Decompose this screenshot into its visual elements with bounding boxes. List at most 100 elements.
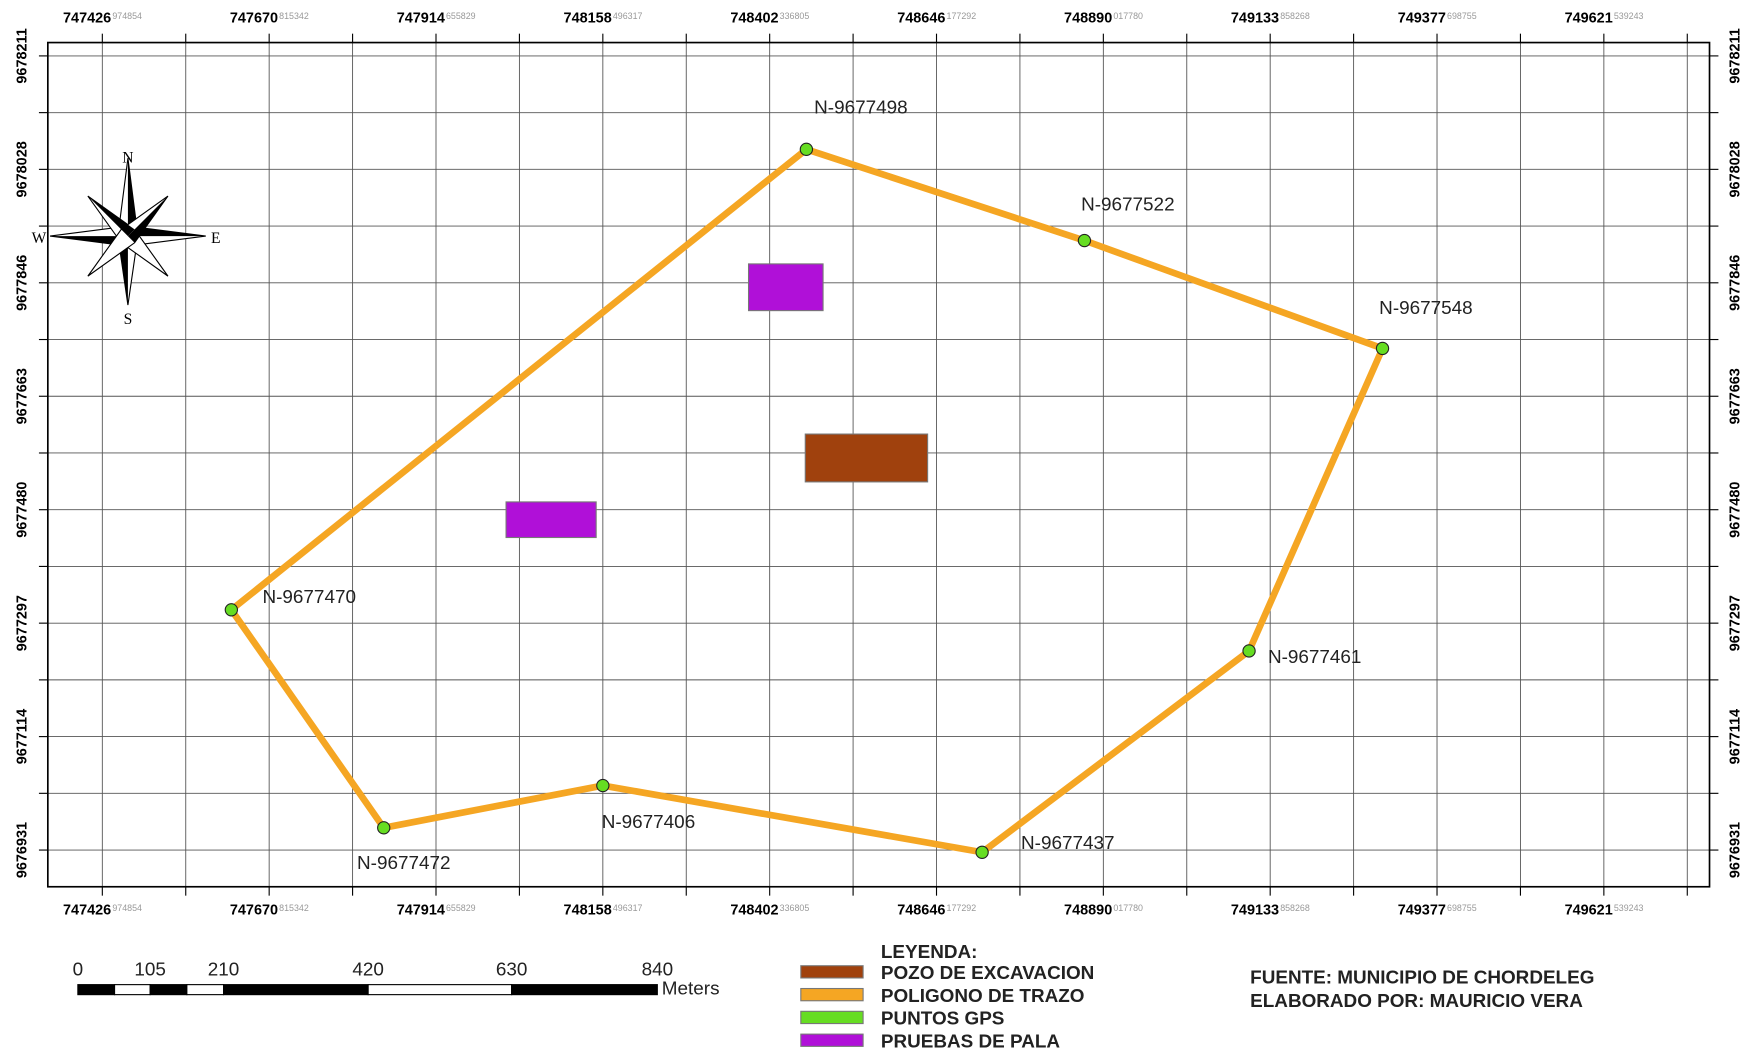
x-coordinate-decimal: 974854 [112, 11, 142, 21]
compass-label: E [211, 230, 221, 247]
scale-label: 105 [134, 960, 166, 981]
scale-label: 0 [73, 960, 84, 981]
y-coordinate-label: 9676931 [15, 822, 31, 878]
x-coordinate-decimal: 815342 [279, 903, 309, 913]
x-coordinate-decimal: 858268 [1280, 11, 1310, 21]
x-coordinate-label: 748158 [564, 903, 612, 919]
gps-point [377, 821, 391, 835]
north-arrow: N S W E [32, 150, 221, 328]
y-coordinate-label: 9677114 [15, 709, 31, 764]
x-coordinate-label: 749621 [1565, 903, 1613, 919]
x-coordinate-decimal: 698755 [1447, 11, 1477, 21]
shovel-test [505, 501, 597, 539]
y-coordinate-label: 9677480 [15, 482, 31, 538]
compass-label: S [124, 311, 133, 328]
legend-title: LEYENDA: [881, 942, 978, 963]
x-coordinate-label: 749621 [1565, 11, 1613, 27]
y-coordinate-label: 9676931 [1728, 822, 1744, 878]
gps-point [1077, 233, 1092, 248]
scale-label: 420 [352, 960, 384, 981]
y-coordinate-label: 9677480 [1728, 482, 1744, 538]
gps-point-label: N-9677406 [602, 812, 695, 833]
y-coordinate-label: 9677663 [1728, 368, 1744, 424]
y-coordinate-label: 9678028 [1728, 141, 1744, 197]
x-coordinate-label: 748890 [1064, 11, 1112, 27]
legend-label: PUNTOS GPS [881, 1009, 1005, 1030]
x-coordinate-decimal: 858268 [1280, 903, 1310, 913]
x-coordinate-label: 747914 [397, 11, 445, 27]
gps-point [1375, 341, 1390, 356]
y-coordinate-label: 9678211 [1728, 28, 1744, 83]
x-coordinate-label: 748402 [730, 11, 778, 27]
gps-point-label: N-9677498 [814, 98, 907, 119]
x-coordinate-label: 749377 [1398, 903, 1446, 919]
x-coordinate-label: 748646 [897, 11, 945, 27]
legend-label: POLIGONO DE TRAZO [881, 986, 1085, 1007]
x-coordinate-label: 749377 [1398, 11, 1446, 27]
gps-point [224, 603, 239, 617]
y-coordinate-label: 9677846 [1728, 255, 1744, 311]
scale-unit: Meters [662, 979, 720, 1000]
x-coordinate-decimal: 336805 [780, 11, 810, 21]
y-coordinate-label: 9677297 [15, 595, 31, 651]
excavation-pit [804, 433, 929, 483]
legend-swatch [800, 1010, 864, 1025]
x-coordinate-label: 749133 [1231, 11, 1279, 27]
x-coordinate-decimal: 177292 [947, 11, 977, 21]
scale-segment [223, 984, 369, 996]
x-coordinate-decimal: 336805 [780, 903, 810, 913]
compass-label: W [32, 230, 47, 247]
x-coordinate-decimal: 539243 [1614, 11, 1644, 21]
legend-label: POZO DE EXCAVACION [881, 963, 1094, 984]
x-coordinate-decimal: 496317 [613, 11, 643, 21]
gps-point [799, 142, 814, 157]
x-coordinate-label: 749133 [1231, 903, 1279, 919]
credit: ELABORADO POR: MAURICIO VERA [1250, 991, 1583, 1012]
gps-point-label: N-9677522 [1081, 195, 1174, 216]
scale-label: 840 [642, 960, 674, 981]
x-coordinate-label: 747670 [230, 903, 278, 919]
x-coordinate-decimal: 539243 [1614, 903, 1644, 913]
gps-point-label: N-9677470 [262, 587, 355, 608]
legend-swatch [800, 987, 864, 1002]
gps-point-label: N-9677437 [1021, 833, 1114, 854]
x-coordinate-decimal: 974854 [112, 903, 142, 913]
gps-point [975, 845, 989, 859]
y-coordinate-label: 9677846 [15, 255, 31, 311]
gps-point-label: N-9677461 [1268, 647, 1361, 668]
scale-segment [367, 984, 513, 996]
credit: FUENTE: MUNICIPIO DE CHORDELEG [1250, 968, 1594, 989]
y-coordinate-label: 9678028 [15, 141, 31, 197]
scale-segment [511, 984, 658, 996]
x-coordinate-decimal: 655829 [446, 11, 476, 21]
gps-points: N-9677498 N-9677522 N-9677548 N-9677461 N-96… [224, 98, 1473, 874]
x-coordinate-label: 748158 [564, 11, 612, 27]
x-coordinate-label: 747670 [230, 11, 278, 27]
gps-point-label: N-9677548 [1379, 298, 1472, 319]
compass-label: N [122, 150, 133, 167]
shovel-test [747, 263, 824, 312]
legend-swatch [800, 1033, 864, 1047]
x-coordinate-decimal: 698755 [1447, 903, 1477, 913]
scale-segment [186, 984, 225, 996]
x-coordinate-decimal: 655829 [446, 903, 476, 913]
y-coordinate-label: 9677663 [15, 368, 31, 424]
legend-swatch [800, 965, 864, 979]
gps-point [1242, 644, 1256, 658]
x-coordinate-label: 748646 [897, 903, 945, 919]
x-coordinate-label: 748890 [1064, 903, 1112, 919]
x-coordinate-label: 747426 [63, 11, 111, 27]
scale-segment [114, 984, 151, 996]
scale-segment [149, 984, 188, 996]
scale-label: 630 [496, 960, 528, 981]
x-coordinate-decimal: 815342 [279, 11, 309, 21]
x-coordinate-label: 748402 [730, 903, 778, 919]
x-coordinate-label: 747426 [63, 903, 111, 919]
x-coordinate-decimal: 017780 [1113, 11, 1143, 21]
